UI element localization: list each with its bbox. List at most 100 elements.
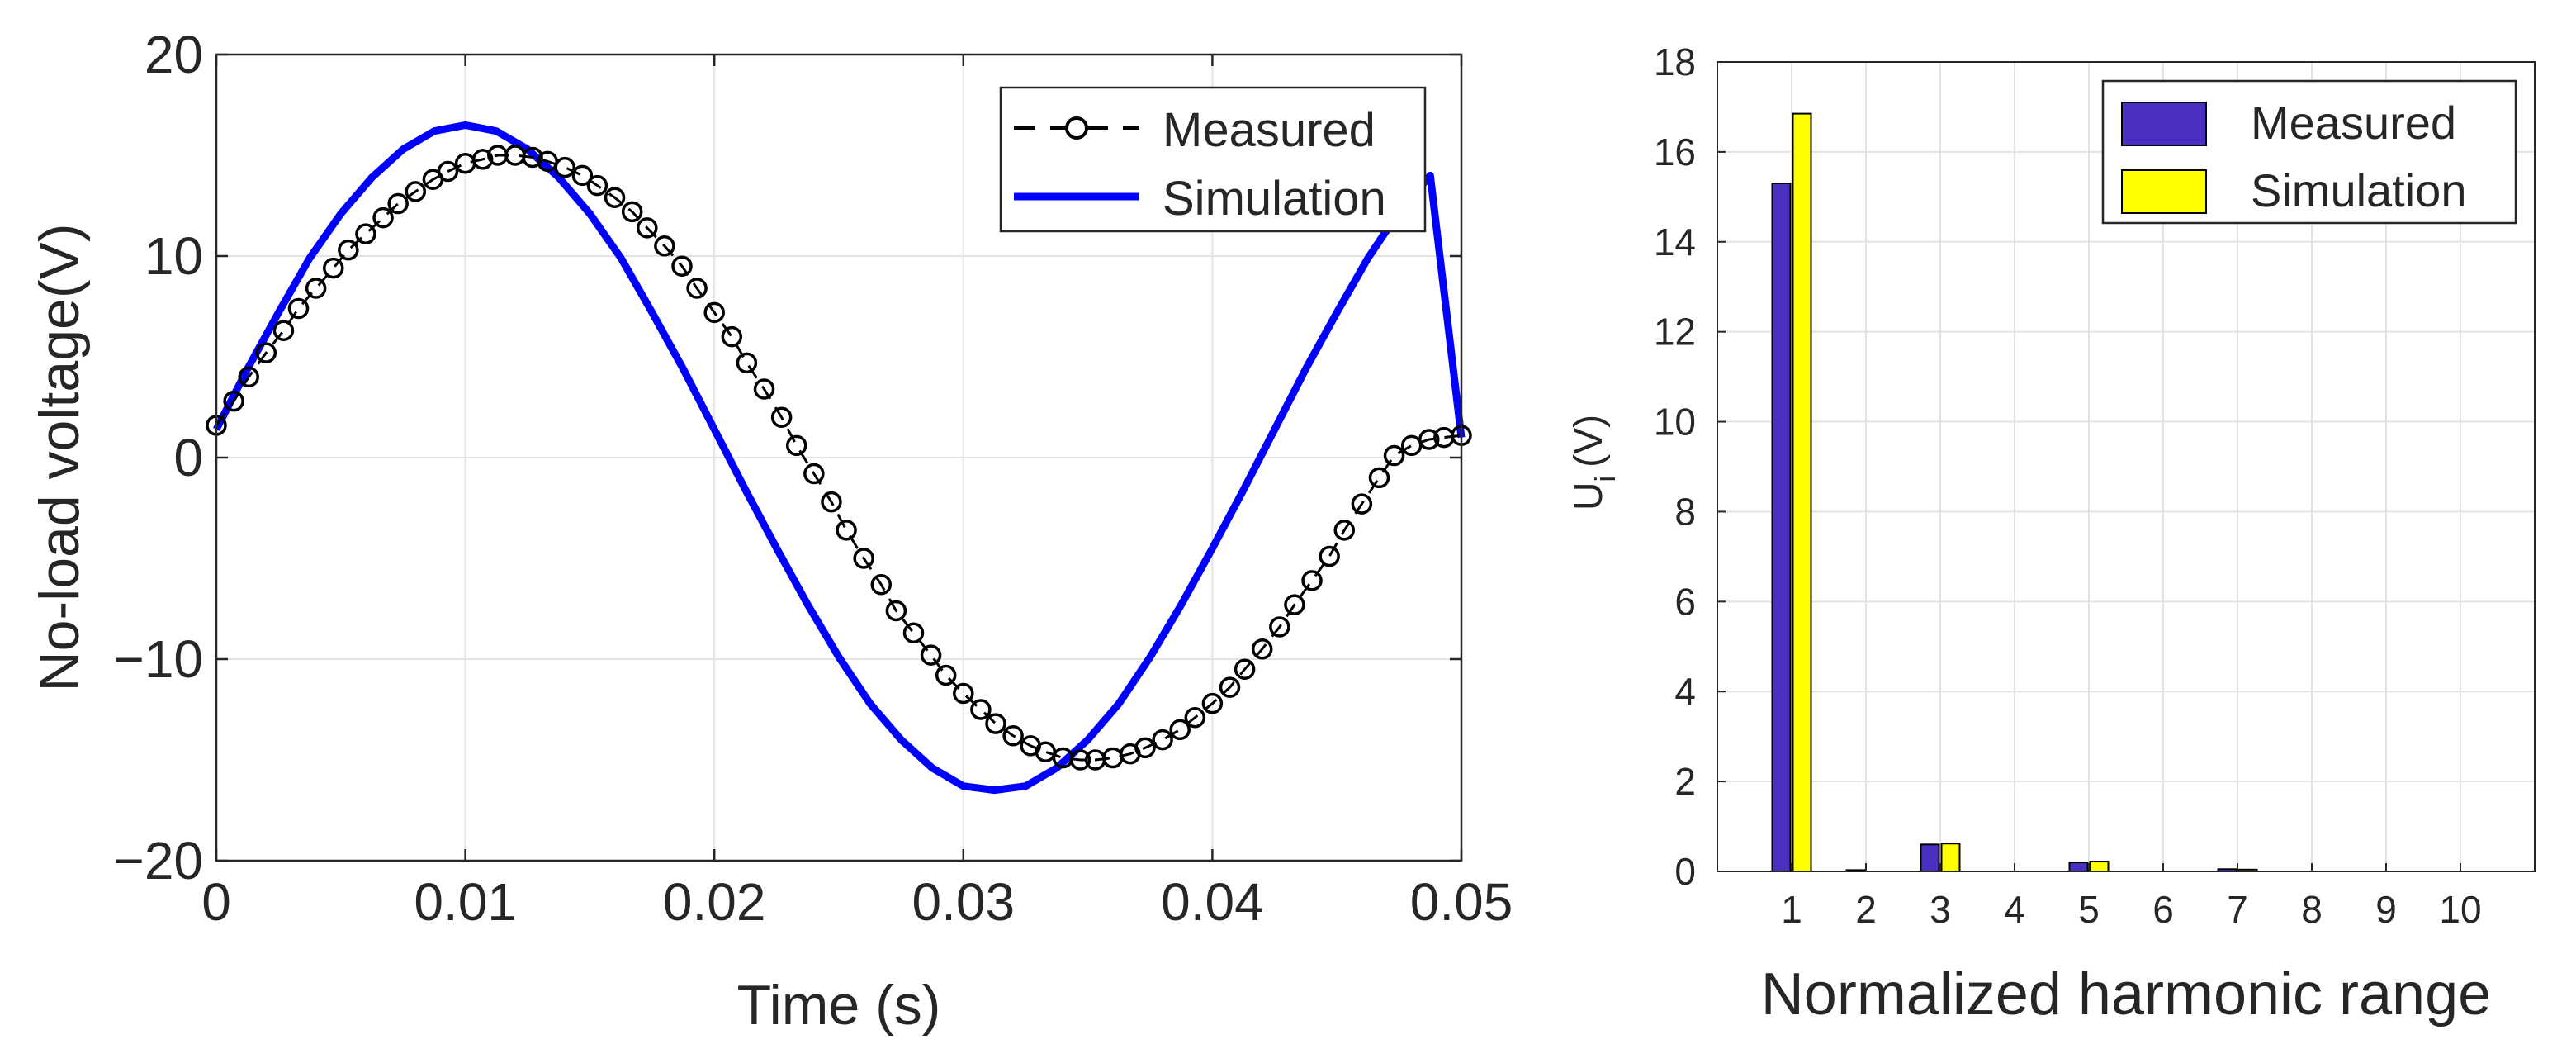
measured-marker — [1219, 676, 1241, 698]
harmonic-y-label-subscript: i — [1590, 476, 1622, 482]
harmonic-x-tick-label: 3 — [1930, 888, 1951, 931]
measured-bar-h3 — [1920, 843, 1940, 872]
measured-marker — [686, 278, 708, 299]
measured-marker — [1418, 429, 1440, 450]
harmonic-x-tick-label: 5 — [2078, 888, 2100, 931]
harmonic-x-tick-label: 4 — [2004, 888, 2025, 931]
harmonic-x-tick-label: 9 — [2375, 888, 2397, 931]
voltage-x-axis-label: Time (s) — [737, 974, 941, 1037]
measured-marker — [1134, 737, 1156, 759]
measured-marker — [1333, 520, 1355, 541]
harmonic-y-tick-label: 16 — [1654, 131, 1696, 173]
measured-marker — [1368, 467, 1390, 489]
measured-marker — [671, 255, 693, 277]
measured-marker — [586, 174, 608, 197]
measured-marker — [803, 463, 825, 485]
measured-marker — [338, 239, 359, 261]
measured-marker — [1234, 658, 1256, 680]
measured-marker — [323, 257, 344, 279]
measured-marker — [1169, 719, 1191, 741]
legend-measured-marker-swatch — [1065, 116, 1088, 140]
measured-marker — [637, 217, 658, 239]
voltage-x-tick-label: 0 — [201, 872, 231, 932]
measured-marker — [1184, 707, 1206, 729]
harmonic-y-label-symbol: U — [1567, 482, 1611, 510]
harmonic-y-tick-label: 6 — [1674, 580, 1696, 623]
legend-simulation-bar-swatch — [2121, 169, 2207, 214]
harmonic-legend-measured-label: Measured — [2251, 97, 2456, 149]
harmonic-y-label-unit: (V) — [1567, 415, 1611, 468]
measured-marker — [1301, 570, 1323, 591]
voltage-x-tick-label: 0.04 — [1161, 872, 1264, 932]
measured-marker — [405, 181, 427, 202]
measured-marker — [1251, 638, 1273, 660]
measured-marker — [935, 664, 957, 686]
measured-marker — [985, 713, 1006, 734]
harmonic-axes-box — [1717, 61, 2536, 872]
harmonic-y-tick-label: 12 — [1654, 311, 1696, 354]
measured-marker — [255, 342, 277, 363]
measured-marker — [1069, 749, 1091, 771]
measured-marker — [305, 278, 327, 299]
measured-marker — [953, 682, 974, 705]
measured-marker — [1383, 444, 1405, 467]
harmonic-x-tick-label: 1 — [1781, 888, 1802, 931]
legend-measured-bar-swatch — [2121, 102, 2207, 146]
measured-marker — [1152, 729, 1173, 751]
harmonic-x-tick-label: 10 — [2439, 888, 2481, 931]
harmonic-y-tick-label: 18 — [1654, 40, 1696, 83]
svg-text:Ui(V): Ui (V) — [1567, 415, 1622, 510]
voltage-x-tick-label: 0.03 — [912, 872, 1016, 932]
measured-marker — [471, 149, 494, 170]
measured-marker — [853, 548, 874, 569]
voltage-y-tick-label: 10 — [144, 226, 203, 286]
measured-marker — [654, 235, 675, 257]
measured-marker — [355, 223, 376, 244]
measured-marker — [522, 146, 543, 169]
measured-marker — [238, 366, 259, 388]
measured-marker — [785, 434, 807, 457]
measured-marker — [902, 622, 925, 644]
harmonic-y-axis-label: Ui (V) — [1567, 415, 1622, 510]
harmonic-y-tick-label: 4 — [1674, 670, 1696, 713]
measured-marker — [920, 644, 942, 666]
measured-marker — [870, 573, 893, 596]
harmonic-legend-simulation-label: Simulation — [2251, 164, 2466, 216]
measured-marker — [1319, 545, 1340, 567]
voltage-ticks: 0 0.01 0.02 0.03 0.04 0.05 −20 −10 0 10 20 — [113, 25, 1513, 932]
measured-marker — [821, 491, 842, 513]
measured-marker — [1269, 616, 1290, 638]
voltage-legend-box — [999, 86, 1427, 233]
measured-marker — [554, 156, 575, 178]
measured-marker — [753, 378, 775, 400]
measured-marker — [836, 520, 857, 541]
simulation-bar-h1 — [1792, 112, 1812, 873]
voltage-y-tick-label: −10 — [113, 629, 203, 689]
measured-marker — [387, 192, 409, 215]
measured-marker — [721, 325, 743, 348]
measured-marker — [703, 301, 725, 324]
harmonic-legend: Measured Simulation — [2101, 79, 2517, 225]
measured-marker — [736, 352, 758, 374]
voltage-x-tick-label: 0.02 — [663, 872, 766, 932]
measured-marker — [287, 297, 310, 320]
voltage-x-tick-label: 0.01 — [414, 872, 517, 932]
voltage-y-tick-label: −20 — [113, 831, 203, 890]
measured-marker — [885, 600, 907, 622]
harmonic-y-tick-label: 0 — [1674, 850, 1696, 893]
measured-bar-h1 — [1771, 183, 1792, 872]
measured-line — [215, 154, 1462, 762]
measured-marker — [1284, 594, 1305, 615]
measured-marker — [1351, 493, 1373, 515]
measured-marker — [437, 160, 459, 183]
voltage-y-axis-label: No-load voltage(V) — [28, 224, 91, 692]
harmonic-bars-layer — [1771, 112, 2258, 873]
measured-marker — [372, 206, 394, 229]
voltage-legend-measured-label: Measured — [1163, 103, 1376, 157]
voltage-legend: Measured Simulation — [999, 86, 1427, 233]
measured-marker — [1002, 724, 1024, 747]
measured-marker — [604, 187, 626, 208]
measured-marker — [272, 320, 295, 342]
simulation-bar-h3 — [1940, 843, 1961, 872]
